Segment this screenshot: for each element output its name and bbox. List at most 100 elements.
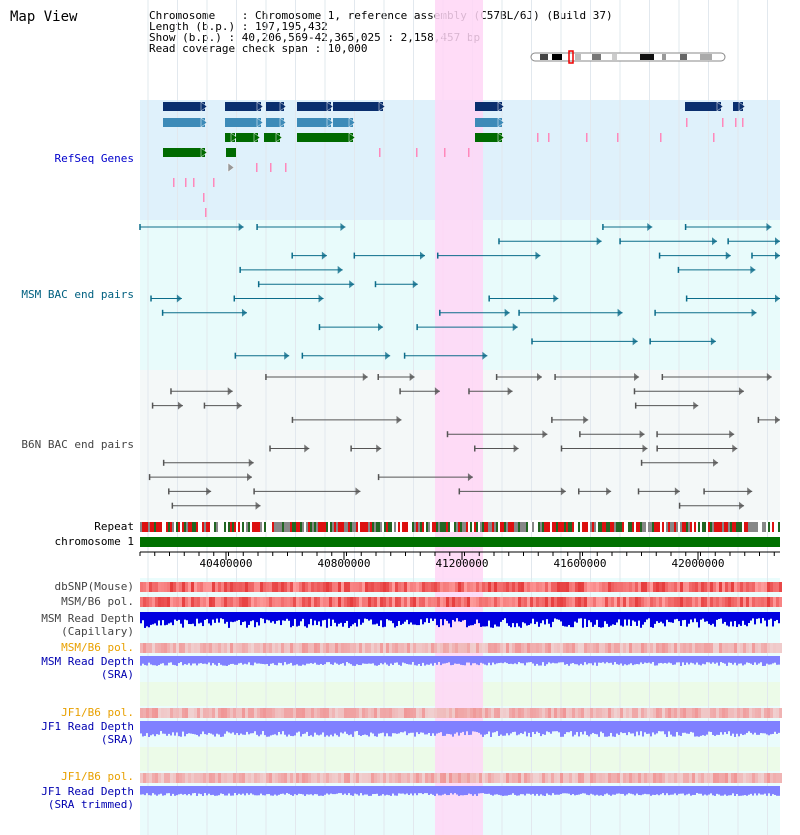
read-depth-bar (600, 656, 602, 663)
variation-cell (467, 597, 470, 607)
read-depth-bar (570, 786, 572, 796)
read-depth-bar (360, 656, 362, 666)
read-depth-bar (742, 786, 744, 796)
variation-cell (749, 597, 752, 607)
repeat-block (146, 522, 148, 532)
variation-cell (689, 582, 692, 592)
read-depth-bar (548, 721, 550, 733)
variation-cell (284, 582, 287, 592)
repeat-block (366, 522, 368, 532)
variation-cell (236, 773, 239, 783)
repeat-block (168, 522, 170, 532)
read-depth-bar (422, 786, 424, 795)
variation-cell (383, 773, 386, 783)
bac-end (467, 473, 473, 482)
repeat-block (354, 522, 356, 532)
variation-cell (404, 708, 407, 718)
read-depth-bar (362, 721, 364, 736)
repeat-block (542, 522, 544, 532)
variation-cell (605, 773, 608, 783)
variation-cell (362, 773, 365, 783)
repeat-block (670, 522, 672, 532)
read-depth-bar (244, 786, 246, 796)
variation-cell (392, 708, 395, 718)
repeat-block (568, 522, 570, 532)
variation-cell (734, 597, 737, 607)
variation-cell (335, 582, 338, 592)
variation-cell (146, 643, 149, 653)
read-depth-bar (608, 786, 610, 795)
variation-cell (212, 773, 215, 783)
variation-cell (371, 708, 374, 718)
repeat-block (538, 522, 540, 532)
read-depth-bar (304, 786, 306, 796)
repeat-block (160, 522, 162, 532)
read-depth-bar (388, 612, 390, 621)
read-depth-bar (530, 786, 532, 795)
variation-cell (254, 773, 257, 783)
read-depth-bar (350, 612, 352, 627)
track-label-msm-bac[interactable]: MSM BAC end pairs (21, 288, 134, 301)
track-label-refseq[interactable]: RefSeq Genes (54, 152, 134, 165)
read-depth-bar (384, 656, 386, 663)
repeat-block (594, 522, 596, 532)
variation-cell (737, 597, 740, 607)
read-depth-bar (476, 786, 478, 796)
read-depth-bar (342, 786, 344, 795)
variation-cell (203, 773, 206, 783)
repeat-block (178, 522, 180, 532)
read-depth-bar (320, 786, 322, 796)
variation-cell (395, 643, 398, 653)
read-depth-bar (210, 721, 212, 734)
track-label-b6n-bac[interactable]: B6N BAC end pairs (21, 438, 134, 451)
variation-cell (152, 582, 155, 592)
read-depth-bar (500, 612, 502, 622)
variation-cell (758, 597, 761, 607)
variation-cell (623, 773, 626, 783)
read-depth-bar (694, 786, 696, 795)
read-depth-bar (340, 656, 342, 664)
variation-cell (542, 643, 545, 653)
read-depth-bar (548, 612, 550, 624)
read-depth-bar (170, 656, 172, 663)
read-depth-bar (356, 721, 358, 732)
read-depth-bar (652, 786, 654, 795)
read-depth-bar (314, 612, 316, 621)
repeat-block (574, 522, 576, 532)
read-depth-bar (694, 656, 696, 665)
repeat-block (252, 522, 254, 532)
variation-cell (197, 708, 200, 718)
read-depth-bar (302, 786, 304, 795)
variation-cell (581, 773, 584, 783)
read-depth-bar (492, 786, 494, 796)
variation-cell (281, 643, 284, 653)
variation-cell (554, 582, 557, 592)
repeat-block (656, 522, 658, 532)
variation-cell (389, 708, 392, 718)
read-depth-bar (714, 656, 716, 664)
bac-end (284, 351, 290, 360)
read-depth-bar (202, 721, 204, 732)
variation-cell (293, 643, 296, 653)
repeat-block (224, 522, 226, 532)
read-depth-bar (368, 721, 370, 737)
variation-cell (608, 597, 611, 607)
read-depth-bar (472, 656, 474, 664)
read-depth-bar (226, 656, 228, 666)
read-depth-bar (160, 612, 162, 626)
read-depth-bar (202, 612, 204, 627)
variation-cell (185, 708, 188, 718)
variation-cell (539, 597, 542, 607)
variation-cell (416, 582, 419, 592)
bac-end (751, 308, 757, 317)
read-depth-bar (540, 612, 542, 624)
read-depth-bar (162, 721, 164, 734)
read-depth-bar (686, 786, 688, 795)
read-depth-bar (470, 612, 472, 626)
repeat-block (318, 522, 320, 532)
variation-cell (320, 773, 323, 783)
read-depth-bar (296, 721, 298, 733)
read-depth-bar (506, 786, 508, 796)
bac-end (507, 387, 513, 396)
